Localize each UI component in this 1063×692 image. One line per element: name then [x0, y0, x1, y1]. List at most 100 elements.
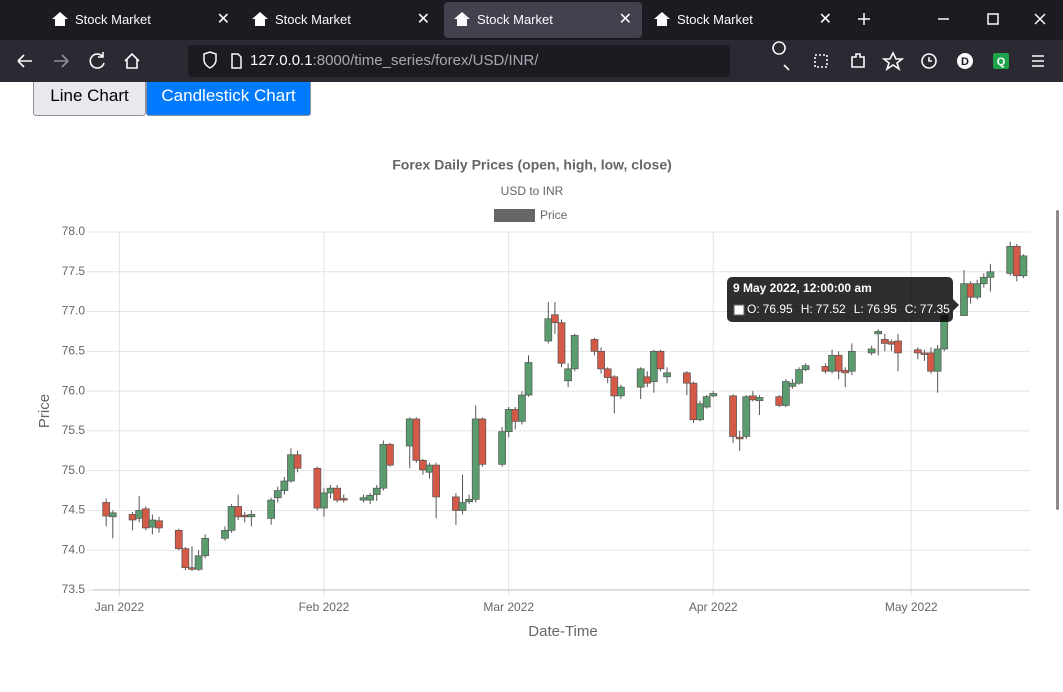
y-tick-label: 74.0 — [62, 542, 86, 556]
candle-body — [181, 548, 190, 569]
nav-bar: D Q 127.0.0.1:8000/time_series/forex/USD… — [0, 40, 1063, 82]
candle-body — [650, 350, 658, 382]
candle-body — [894, 340, 902, 354]
y-tick-label: 77.0 — [62, 304, 86, 318]
candle-body — [960, 283, 968, 316]
candle-body — [465, 498, 473, 503]
candle-body — [788, 382, 797, 387]
candle-body — [986, 271, 995, 278]
legend-swatch — [494, 209, 535, 222]
tooltip-title: 9 May 2022, 12:00:00 am — [733, 281, 872, 295]
candle-body — [234, 506, 243, 518]
candle-body — [425, 464, 434, 473]
x-tick-label: Apr 2022 — [689, 600, 738, 614]
candle-body — [128, 514, 137, 521]
candle-body — [801, 365, 810, 370]
candle-body — [782, 381, 790, 406]
candle-body — [867, 348, 876, 354]
candle-body — [755, 397, 764, 402]
tooltip-value: 77.35 — [920, 302, 950, 316]
candle-body — [544, 318, 553, 342]
candle-body — [874, 331, 883, 335]
scrollbar[interactable] — [1056, 210, 1059, 510]
candle-body — [564, 368, 572, 382]
x-tick-label: Feb 2022 — [299, 600, 350, 614]
candle-body — [933, 348, 942, 372]
candle-body — [320, 492, 328, 509]
candle-body — [610, 376, 619, 397]
x-tick-label: Mar 2022 — [483, 600, 534, 614]
candle-body — [841, 370, 850, 374]
candle-body — [729, 395, 737, 437]
x-tick-label: May 2022 — [885, 600, 938, 614]
candle-body — [419, 459, 427, 471]
candle-body — [1012, 245, 1021, 277]
candle-body — [471, 418, 480, 500]
candle-body — [339, 498, 348, 501]
candle-body — [148, 519, 157, 528]
candle-body — [326, 487, 335, 494]
candle-body — [102, 502, 111, 517]
tab[interactable]: Stock Market ✕ — [444, 2, 642, 38]
candle-body — [141, 508, 150, 529]
candle-body — [524, 362, 533, 396]
candle-body — [108, 512, 117, 518]
candle-body — [913, 349, 922, 354]
candle-body — [227, 506, 236, 531]
tooltip-swatch — [733, 304, 745, 316]
candle-body — [636, 368, 645, 388]
candle-body — [155, 520, 163, 529]
candle-body — [372, 487, 381, 495]
line-chart-button[interactable]: Line Chart — [33, 78, 146, 116]
nav-icons: D Q — [17, 41, 1044, 72]
candle-body — [174, 529, 183, 549]
browser-chrome: Stock Market ✕ Stock Market ✕ Stock Market… — [0, 0, 1063, 82]
candle-body — [696, 403, 704, 421]
candle-body — [557, 322, 566, 364]
tooltip-label: O: — [747, 302, 760, 316]
candle-body — [240, 514, 249, 518]
candle-body — [359, 497, 368, 501]
url-bar[interactable]: 127.0.0.1:8000/time_series/forex/USD/INR… — [188, 45, 730, 77]
candle-body — [834, 354, 843, 372]
candle-body — [603, 368, 612, 378]
candle-body — [247, 514, 256, 518]
candle-body — [821, 366, 830, 372]
y-tick-label: 77.5 — [62, 264, 86, 278]
tab-bar: Stock Market ✕ Stock Market ✕ Stock Market… — [0, 0, 1063, 40]
candle-body — [887, 341, 896, 345]
tooltip: 9 May 2022, 12:00:00 am O: 76.95 H: 77.52 L:… — [727, 277, 959, 322]
tooltip-value: 76.95 — [763, 302, 793, 316]
candle-body — [663, 372, 671, 378]
candle-body — [656, 350, 665, 370]
tooltip-value: 76.95 — [867, 302, 897, 316]
candle-body — [293, 454, 302, 469]
candle-body — [775, 396, 784, 406]
candle-body — [452, 496, 460, 511]
y-tick-label: 76.0 — [62, 383, 86, 397]
legend-label: Price — [540, 208, 568, 222]
tooltip-caret — [953, 299, 959, 311]
profile-avatar[interactable]: D — [961, 56, 969, 68]
candle-body — [201, 537, 210, 557]
x-axis-title: Date-Time — [528, 623, 597, 640]
tooltip-value: 77.52 — [816, 302, 846, 316]
candle-body — [478, 418, 487, 465]
candle-body — [333, 487, 341, 501]
candle-body — [135, 510, 144, 519]
extension-icon[interactable]: Q — [997, 56, 1006, 68]
tooltip-label: L: — [854, 302, 864, 316]
candle-body — [366, 494, 374, 501]
candle-body — [412, 418, 421, 461]
candle-body — [979, 276, 988, 285]
tab[interactable]: Stock Market ✕ — [644, 0, 842, 40]
candle-body — [742, 396, 751, 437]
candle-body — [927, 352, 935, 372]
candle-body — [973, 283, 982, 298]
candlestick-chart-button[interactable]: Candlestick Chart — [146, 78, 311, 116]
tab[interactable]: Stock Market ✕ — [42, 0, 240, 40]
tab[interactable]: Stock Market ✕ — [242, 0, 440, 40]
candle-body — [458, 502, 467, 511]
y-tick-label: 74.5 — [62, 503, 86, 517]
